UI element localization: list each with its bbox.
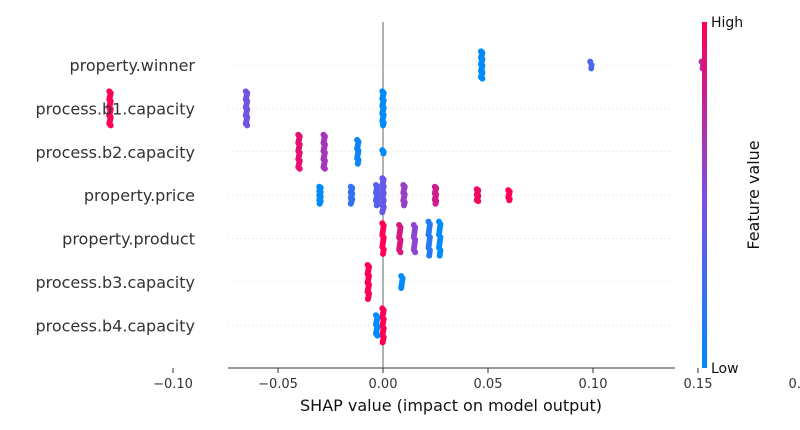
shap-point	[588, 65, 594, 71]
colorbar	[702, 22, 707, 368]
shap-point	[374, 333, 380, 339]
x-tick-label: 0.15	[684, 377, 713, 392]
colorbar-title: Feature value	[744, 140, 763, 249]
shap-point	[317, 201, 323, 207]
shap-point	[380, 151, 386, 157]
feature-label: property.price	[84, 186, 195, 205]
shap-point	[437, 253, 443, 259]
x-axis-title: SHAP value (impact on model output)	[300, 396, 602, 415]
feature-label: process.b4.capacity	[35, 316, 195, 335]
shap-point	[401, 202, 407, 208]
shap-point	[374, 202, 380, 208]
x-tick-label: −0.05	[258, 377, 298, 392]
shap-point	[412, 249, 418, 255]
x-tick-label: −0.10	[153, 377, 193, 392]
feature-labels: property.winner process.b1.capacity proces…	[35, 56, 195, 335]
row-gridlines	[228, 65, 672, 325]
shap-point	[322, 166, 328, 172]
shap-point	[475, 198, 481, 204]
x-axis-ticks: −0.10−0.050.000.050.100.150.200.25	[153, 368, 800, 392]
shap-point	[365, 296, 371, 302]
shap-point	[506, 197, 512, 203]
feature-label: property.winner	[69, 56, 195, 75]
feature-label: property.product	[62, 230, 195, 249]
feature-label: process.b2.capacity	[35, 143, 195, 162]
shap-point	[379, 209, 385, 215]
shap-point	[380, 339, 386, 345]
x-tick-label: 0.20	[789, 377, 800, 392]
shap-point	[426, 253, 432, 259]
colorbar-high-label: High	[711, 15, 743, 31]
shap-point	[108, 122, 114, 128]
shap-point	[355, 161, 361, 167]
shap-point	[380, 122, 386, 128]
shap-point	[297, 166, 303, 172]
data-points	[106, 48, 800, 345]
shap-point	[244, 122, 250, 128]
shap-point	[398, 285, 404, 291]
shap-point	[380, 251, 386, 257]
colorbar-low-label: Low	[711, 361, 739, 377]
shap-point	[433, 201, 439, 207]
shap-point	[398, 249, 404, 255]
x-tick-label: 0.00	[369, 377, 398, 392]
shap-point	[348, 201, 354, 207]
x-tick-label: 0.10	[579, 377, 608, 392]
x-tick-label: 0.05	[474, 377, 503, 392]
feature-label: process.b3.capacity	[35, 273, 195, 292]
shap-point	[479, 76, 485, 82]
feature-label: process.b1.capacity	[35, 99, 195, 118]
